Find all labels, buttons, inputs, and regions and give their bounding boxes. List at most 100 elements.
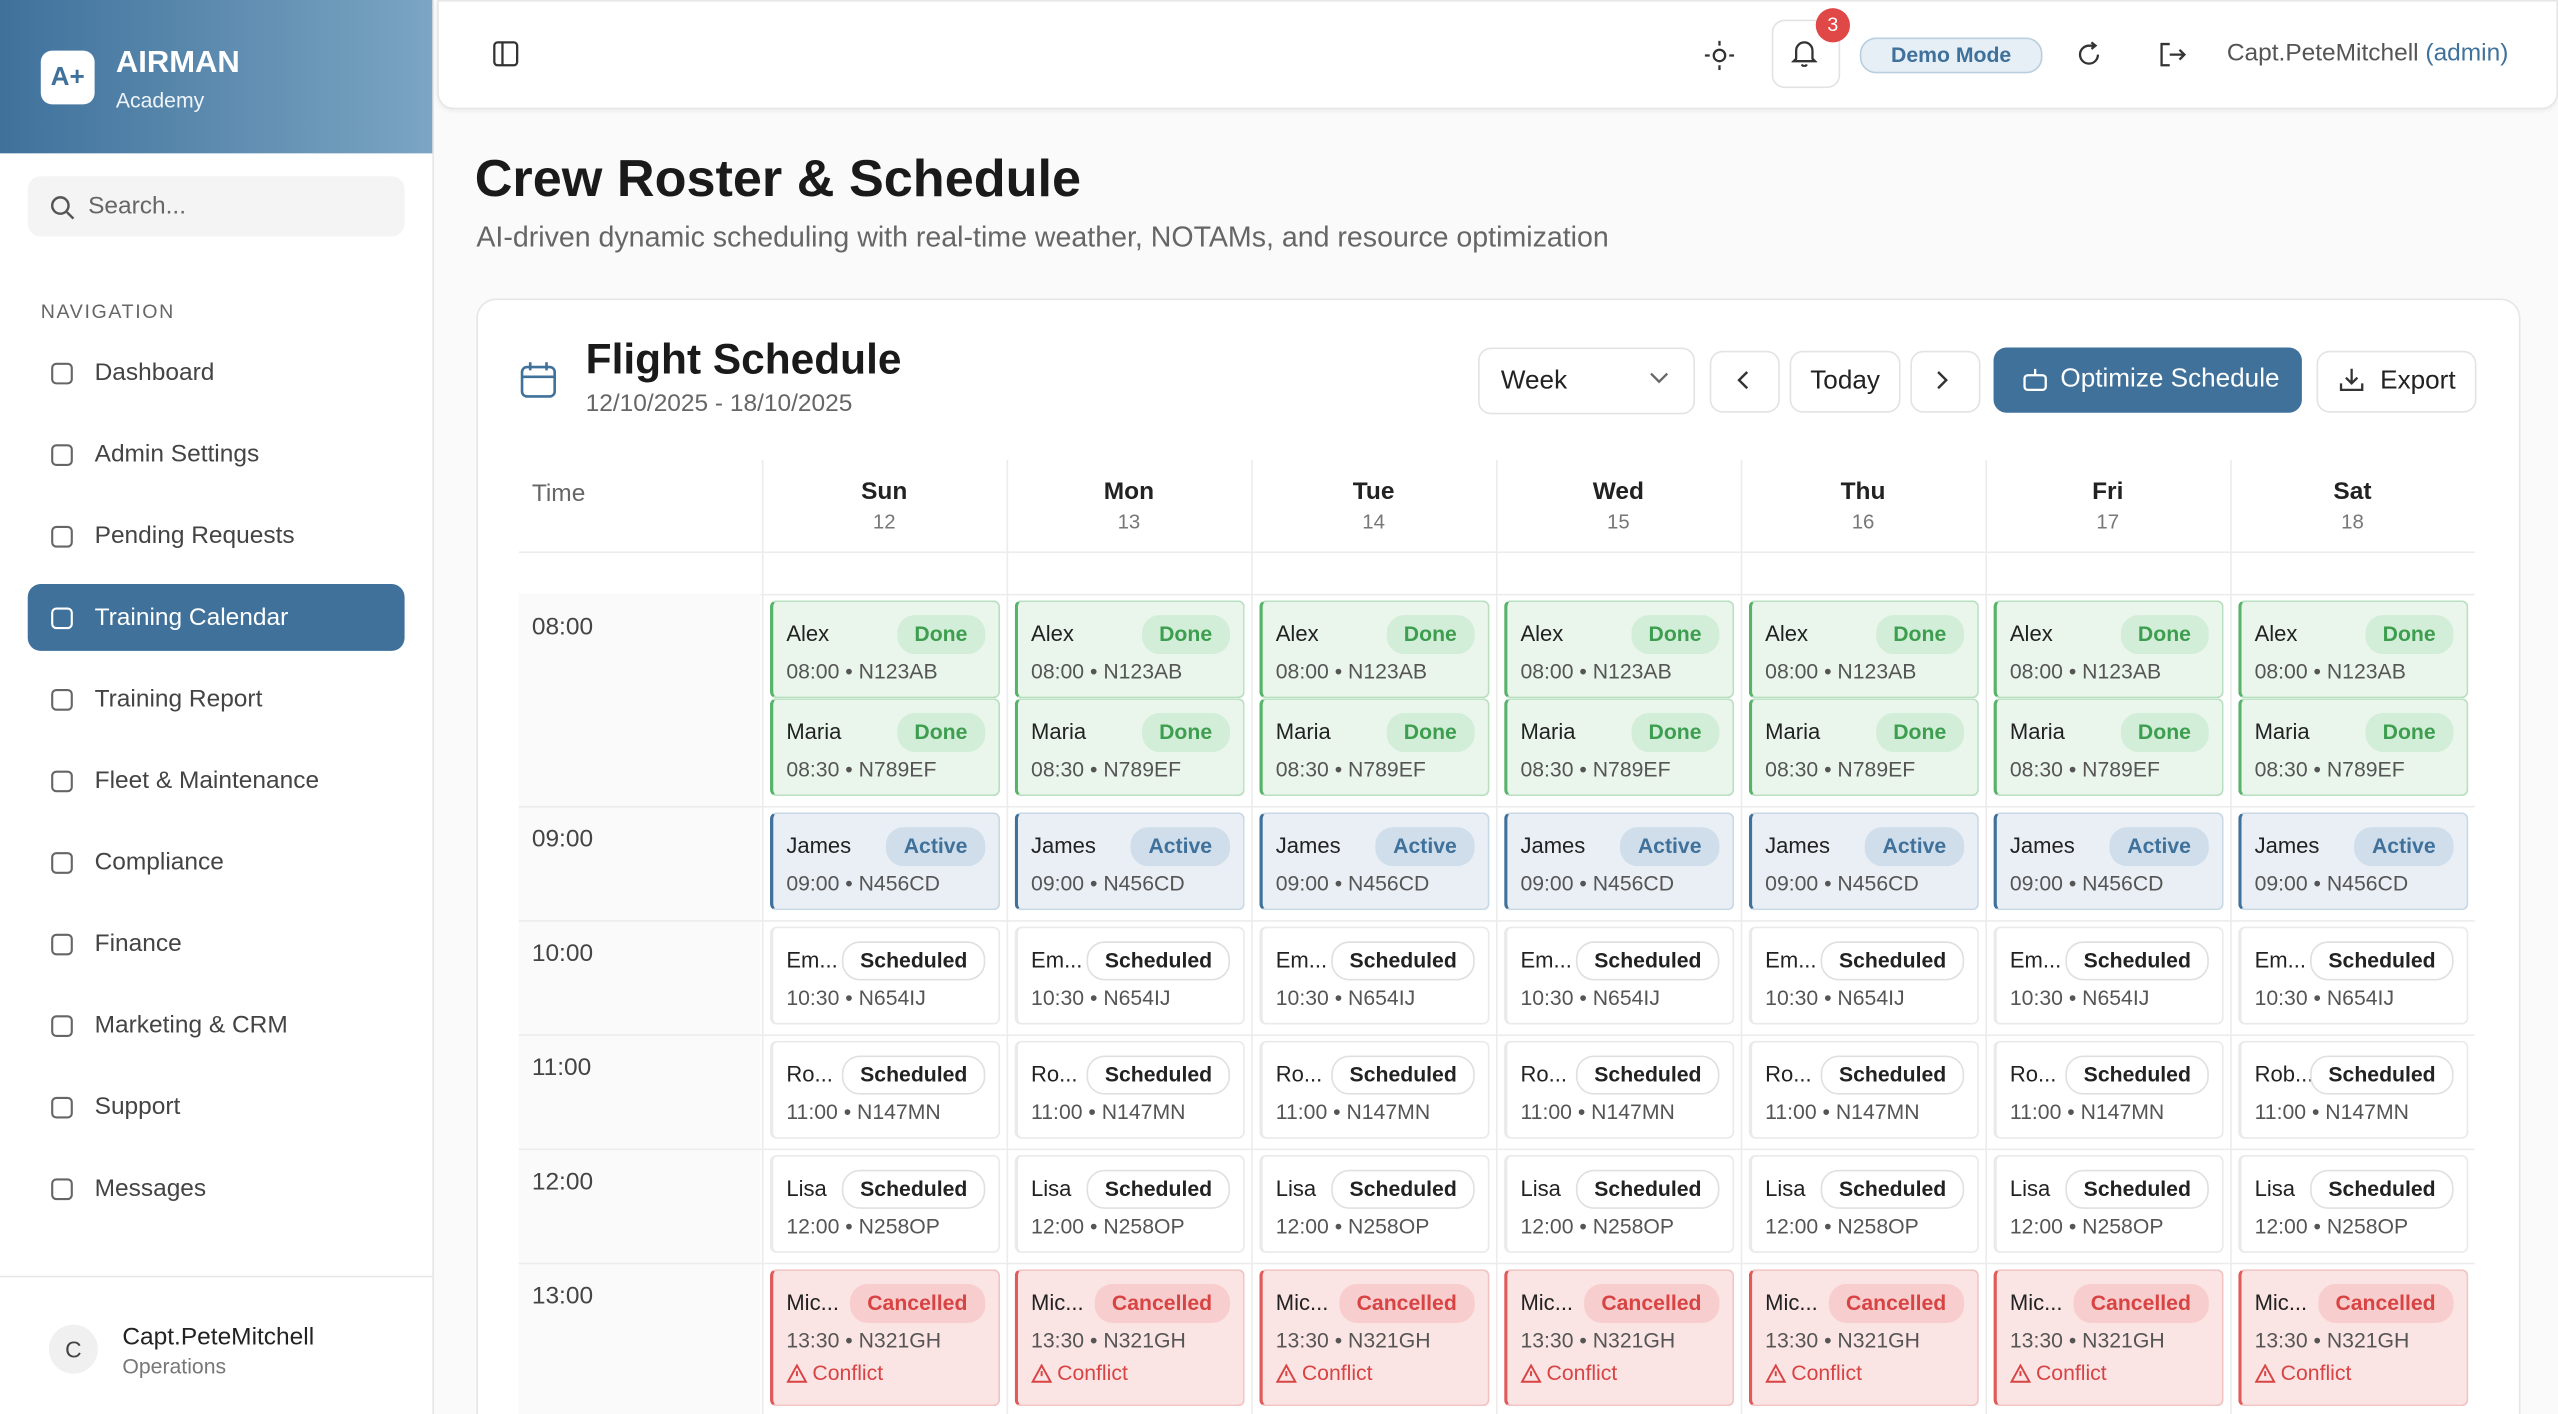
event-card[interactable]: Em... Scheduled 10:30 • N654IJ [770,926,1001,1025]
event-card[interactable]: Lisa Scheduled 12:00 • N258OP [1014,1155,1245,1253]
event-card[interactable]: Lisa Scheduled 12:00 • N258OP [1993,1155,2224,1253]
event-pilot: Ro... [1031,1062,1078,1087]
event-card[interactable]: Maria Done 08:30 • N789EF [1748,698,1979,797]
nav-item[interactable]: Pending Requests [28,502,405,569]
event-card[interactable]: Em... Scheduled 10:30 • N654IJ [1504,926,1735,1025]
export-button[interactable]: Export [2316,350,2477,413]
nav-item[interactable]: Marketing & CRM [28,992,405,1059]
nav-item[interactable]: Admin Settings [28,421,405,488]
day-name: Sun [861,477,908,506]
event-card[interactable]: Lisa Scheduled 12:00 • N258OP [1259,1155,1490,1253]
event-card[interactable]: Mic... Cancelled 13:30 • N321GH Conflict [1993,1269,2224,1407]
day-name: Wed [1592,477,1644,506]
event-card[interactable]: James Active 09:00 • N456CD [1993,812,2224,911]
event-card[interactable]: James Active 09:00 • N456CD [1014,812,1245,911]
event-card[interactable]: Alex Done 08:00 • N123AB [1748,600,1979,699]
user-role: Operations [122,1354,227,1379]
time-label: 13:00 [531,1282,594,1310]
event-pilot: Lisa [1031,1176,1072,1201]
prev-button[interactable] [1709,350,1780,413]
event-card[interactable]: Alex Done 08:00 • N123AB [1014,600,1245,699]
event-card[interactable]: Ro... Scheduled 11:00 • N147MN [1748,1040,1979,1139]
logout-button[interactable] [2158,41,2187,69]
event-card[interactable]: James Active 09:00 • N456CD [1259,812,1490,911]
nav-item[interactable]: Dashboard [28,339,405,406]
nav-item[interactable]: Fleet & Maintenance [28,747,405,814]
event-card[interactable]: Maria Done 08:30 • N789EF [1014,698,1245,797]
event-meta: 08:30 • N789EF [2009,756,2160,782]
event-card[interactable]: Ro... Scheduled 11:00 • N147MN [1259,1040,1490,1139]
event-meta: 10:30 • N654IJ [2254,985,2395,1010]
event-card[interactable]: Mic... Cancelled 13:30 • N321GH Conflict [1748,1269,1979,1407]
event-meta: 10:30 • N654IJ [1275,985,1416,1010]
event-pilot: Ro... [786,1062,833,1087]
refresh-button[interactable] [2075,41,2103,69]
day-column-line [1251,460,1253,1414]
sidebar-toggle[interactable] [493,41,519,67]
event-card[interactable]: Ro... Scheduled 11:00 • N147MN [1504,1040,1735,1139]
day-name: Tue [1352,477,1395,506]
avatar: C [48,1324,98,1374]
event-meta: 08:30 • N789EF [1275,756,1426,782]
event-meta: 13:30 • N321GH [1520,1327,1676,1353]
event-status: Active [2109,827,2209,867]
next-button[interactable] [1910,350,1981,413]
event-conflict: Conflict [1301,1360,1373,1386]
event-card[interactable]: Ro... Scheduled 11:00 • N147MN [770,1040,1001,1139]
event-card[interactable]: Mic... Cancelled 13:30 • N321GH Conflict [1504,1269,1735,1407]
nav-item[interactable]: Messages [28,1155,405,1222]
event-card[interactable]: Alex Done 08:00 • N123AB [1504,600,1735,699]
event-card[interactable]: Mic... Cancelled 13:30 • N321GH Conflict [1014,1269,1245,1407]
event-card[interactable]: Alex Done 08:00 • N123AB [2238,600,2469,699]
event-card[interactable]: Rob... Scheduled 11:00 • N147MN [2238,1040,2469,1139]
nav-item[interactable]: Training Calendar [27,584,405,651]
today-button[interactable]: Today [1789,350,1901,413]
event-card[interactable]: Em... Scheduled 10:30 • N654IJ [1993,926,2224,1025]
search-box[interactable] [27,176,405,237]
nav-item[interactable]: Support [28,1073,405,1140]
event-card[interactable]: Maria Done 08:30 • N789EF [1993,698,2224,797]
event-meta: 08:00 • N123AB [1765,659,1917,684]
event-card[interactable]: Lisa Scheduled 12:00 • N258OP [1504,1155,1735,1253]
event-card[interactable]: Em... Scheduled 10:30 • N654IJ [1748,926,1979,1025]
event-pilot: Maria [1765,719,1821,744]
event-card[interactable]: Mic... Cancelled 13:30 • N321GH Conflict [2238,1269,2469,1407]
notifications-button[interactable] [1771,19,1841,89]
event-card[interactable]: Maria Done 08:30 • N789EF [1259,698,1490,797]
conflict-icon [786,1363,808,1383]
event-card[interactable]: James Active 09:00 • N456CD [2238,812,2469,911]
event-card[interactable]: Ro... Scheduled 11:00 • N147MN [1993,1040,2224,1139]
nav-label: Fleet & Maintenance [94,766,320,795]
event-card[interactable]: Lisa Scheduled 12:00 • N258OP [1748,1155,1979,1253]
event-card[interactable]: Maria Done 08:30 • N789EF [2238,698,2469,797]
event-card[interactable]: Mic... Cancelled 13:30 • N321GH Conflict [1259,1269,1490,1407]
search-icon [50,196,75,220]
event-card[interactable]: Maria Done 08:30 • N789EF [1504,698,1735,797]
event-status: Scheduled [1821,1169,1965,1209]
event-card[interactable]: Lisa Scheduled 12:00 • N258OP [2238,1155,2469,1253]
event-card[interactable]: Em... Scheduled 10:30 • N654IJ [2238,926,2469,1025]
event-card[interactable]: Maria Done 08:30 • N789EF [770,698,1001,797]
event-meta: 08:30 • N789EF [1520,756,1671,782]
view-select[interactable]: Week [1478,347,1696,415]
event-card[interactable]: Em... Scheduled 10:30 • N654IJ [1259,926,1490,1025]
theme-toggle[interactable] [1704,40,1735,71]
nav-item[interactable]: Training Report [28,666,405,733]
event-card[interactable]: Em... Scheduled 10:30 • N654IJ [1014,926,1245,1025]
event-pilot: James [2009,833,2075,859]
event-card[interactable]: Ro... Scheduled 11:00 • N147MN [1014,1040,1245,1139]
event-card[interactable]: Alex Done 08:00 • N123AB [770,600,1001,699]
event-card[interactable]: James Active 09:00 • N456CD [1504,812,1735,911]
event-pilot: Alex [2254,621,2298,647]
event-card[interactable]: Lisa Scheduled 12:00 • N258OP [770,1155,1001,1253]
nav-item[interactable]: Compliance [28,829,405,896]
event-card[interactable]: Alex Done 08:00 • N123AB [1993,600,2224,699]
event-card[interactable]: Mic... Cancelled 13:30 • N321GH Conflict [770,1269,1001,1407]
event-card[interactable]: James Active 09:00 • N456CD [1748,812,1979,911]
event-status: Scheduled [2065,941,2209,981]
event-card[interactable]: Alex Done 08:00 • N123AB [1259,600,1490,699]
event-meta: 12:00 • N258OP [1031,1213,1185,1239]
event-card[interactable]: James Active 09:00 • N456CD [770,812,1001,911]
nav-item[interactable]: Finance [28,910,405,977]
notification-badge: 3 [1815,8,1850,43]
